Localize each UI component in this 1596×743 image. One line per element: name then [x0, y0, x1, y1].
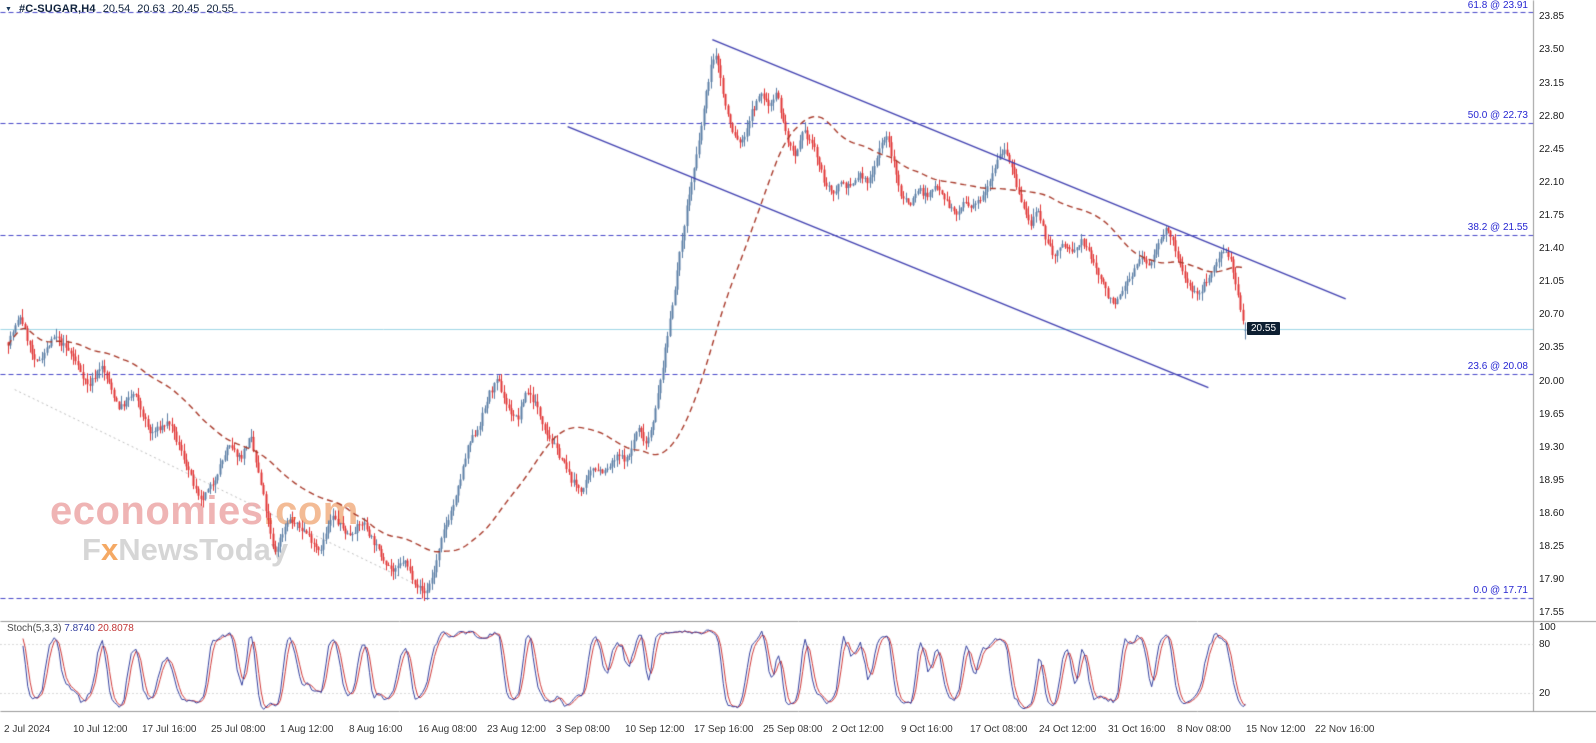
time-axis-label: 9 Oct 16:00 [901, 724, 953, 735]
price-tick-label: 17.55 [1539, 607, 1565, 619]
last-price-tag: 20.55 [1247, 322, 1281, 335]
price-tick-label: 21.05 [1539, 276, 1565, 288]
stoch-tick-label: 100 [1539, 622, 1556, 633]
time-axis-label: 24 Oct 12:00 [1039, 724, 1097, 735]
price-tick-label: 20.70 [1539, 309, 1565, 321]
price-tick-label: 23.15 [1539, 77, 1565, 89]
time-axis-label: 25 Jul 08:00 [211, 724, 266, 735]
price-tick-label: 17.90 [1539, 574, 1565, 586]
price-tick-label: 23.50 [1539, 44, 1565, 56]
stoch-signal-value: 20.8078 [97, 623, 134, 634]
price-tick-label: 20.35 [1539, 342, 1565, 354]
price-tick-label: 18.60 [1539, 507, 1565, 519]
price-tick-label: 18.25 [1539, 541, 1565, 553]
stoch-name: Stoch(5,3,3) [7, 623, 62, 634]
price-tick-label: 22.80 [1539, 110, 1565, 122]
stoch-indicator-label: Stoch(5,3,3) 7.8740 20.8078 [7, 623, 134, 634]
time-axis-label: 2 Oct 12:00 [832, 724, 884, 735]
fib-level-label: 23.6 @ 20.08 [1467, 360, 1528, 372]
stoch-main-value: 7.8740 [64, 623, 95, 634]
fib-level-label: 61.8 @ 23.91 [1467, 0, 1528, 11]
symbol-timeframe-label: #C-SUGAR,H4 [18, 3, 96, 15]
time-axis-label: 8 Aug 16:00 [349, 724, 403, 735]
fib-level-label: 0.0 @ 17.71 [1473, 585, 1528, 597]
price-tick-label: 18.95 [1539, 474, 1565, 486]
quote-open: 20.54 [102, 3, 131, 15]
time-axis-label: 1 Aug 12:00 [280, 724, 334, 735]
time-axis-label: 8 Nov 08:00 [1177, 724, 1231, 735]
fib-level-label: 38.2 @ 21.55 [1467, 221, 1528, 233]
price-tick-label: 22.45 [1539, 143, 1565, 155]
stoch-tick-label: 80 [1539, 638, 1551, 650]
quote-close: 20.55 [206, 3, 234, 15]
time-axis-label: 17 Sep 16:00 [694, 724, 754, 735]
time-axis-label: 15 Nov 12:00 [1246, 724, 1306, 735]
time-axis[interactable]: 2 Jul 2024 10 Jul 12:00 17 Jul 16:00 25 Jul… [0, 721, 1596, 743]
price-tick-label: 23.85 [1539, 11, 1565, 23]
price-tick-label: 19.65 [1539, 408, 1565, 420]
price-tick-label: 20.00 [1539, 375, 1565, 387]
time-axis-label: 23 Aug 12:00 [487, 724, 546, 735]
time-axis-label: 2 Jul 2024 [4, 724, 51, 735]
symbol-info-bar: ▼ #C-SUGAR,H4 20.54 20.63 20.45 20.55 [5, 3, 234, 15]
last-price-value: 20.55 [1251, 323, 1277, 334]
time-axis-label: 3 Sep 08:00 [556, 724, 610, 735]
time-axis-label: 31 Oct 16:00 [1108, 724, 1166, 735]
time-axis-label: 10 Sep 12:00 [625, 724, 685, 735]
fib-level-label: 50.0 @ 22.73 [1467, 110, 1528, 122]
quote-low: 20.45 [171, 3, 200, 15]
time-axis-label: 25 Sep 08:00 [763, 724, 823, 735]
quote-high: 20.63 [137, 3, 165, 15]
stoch-tick-label: 20 [1539, 688, 1551, 700]
price-tick-label: 19.30 [1539, 441, 1565, 453]
time-axis-label: 17 Oct 08:00 [970, 724, 1028, 735]
symbol-dropdown-icon[interactable]: ▼ [5, 5, 12, 13]
time-axis-label: 16 Aug 08:00 [418, 724, 477, 735]
time-axis-label: 22 Nov 16:00 [1315, 724, 1375, 735]
time-axis-label: 10 Jul 12:00 [73, 724, 128, 735]
time-axis-label: 17 Jul 16:00 [142, 724, 197, 735]
price-tick-label: 21.75 [1539, 209, 1565, 221]
price-tick-label: 21.40 [1539, 243, 1565, 255]
price-tick-label: 22.10 [1539, 176, 1565, 188]
